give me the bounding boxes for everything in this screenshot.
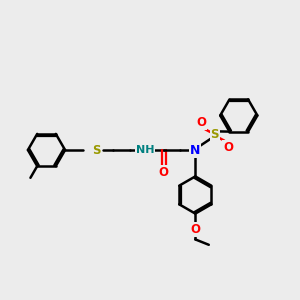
Text: O: O: [223, 141, 233, 154]
Text: O: O: [190, 223, 200, 236]
Text: O: O: [196, 116, 206, 129]
Text: NH: NH: [136, 145, 154, 155]
Text: S: S: [92, 143, 101, 157]
Text: S: S: [211, 128, 219, 142]
Text: N: N: [190, 143, 200, 157]
Text: O: O: [159, 166, 169, 179]
